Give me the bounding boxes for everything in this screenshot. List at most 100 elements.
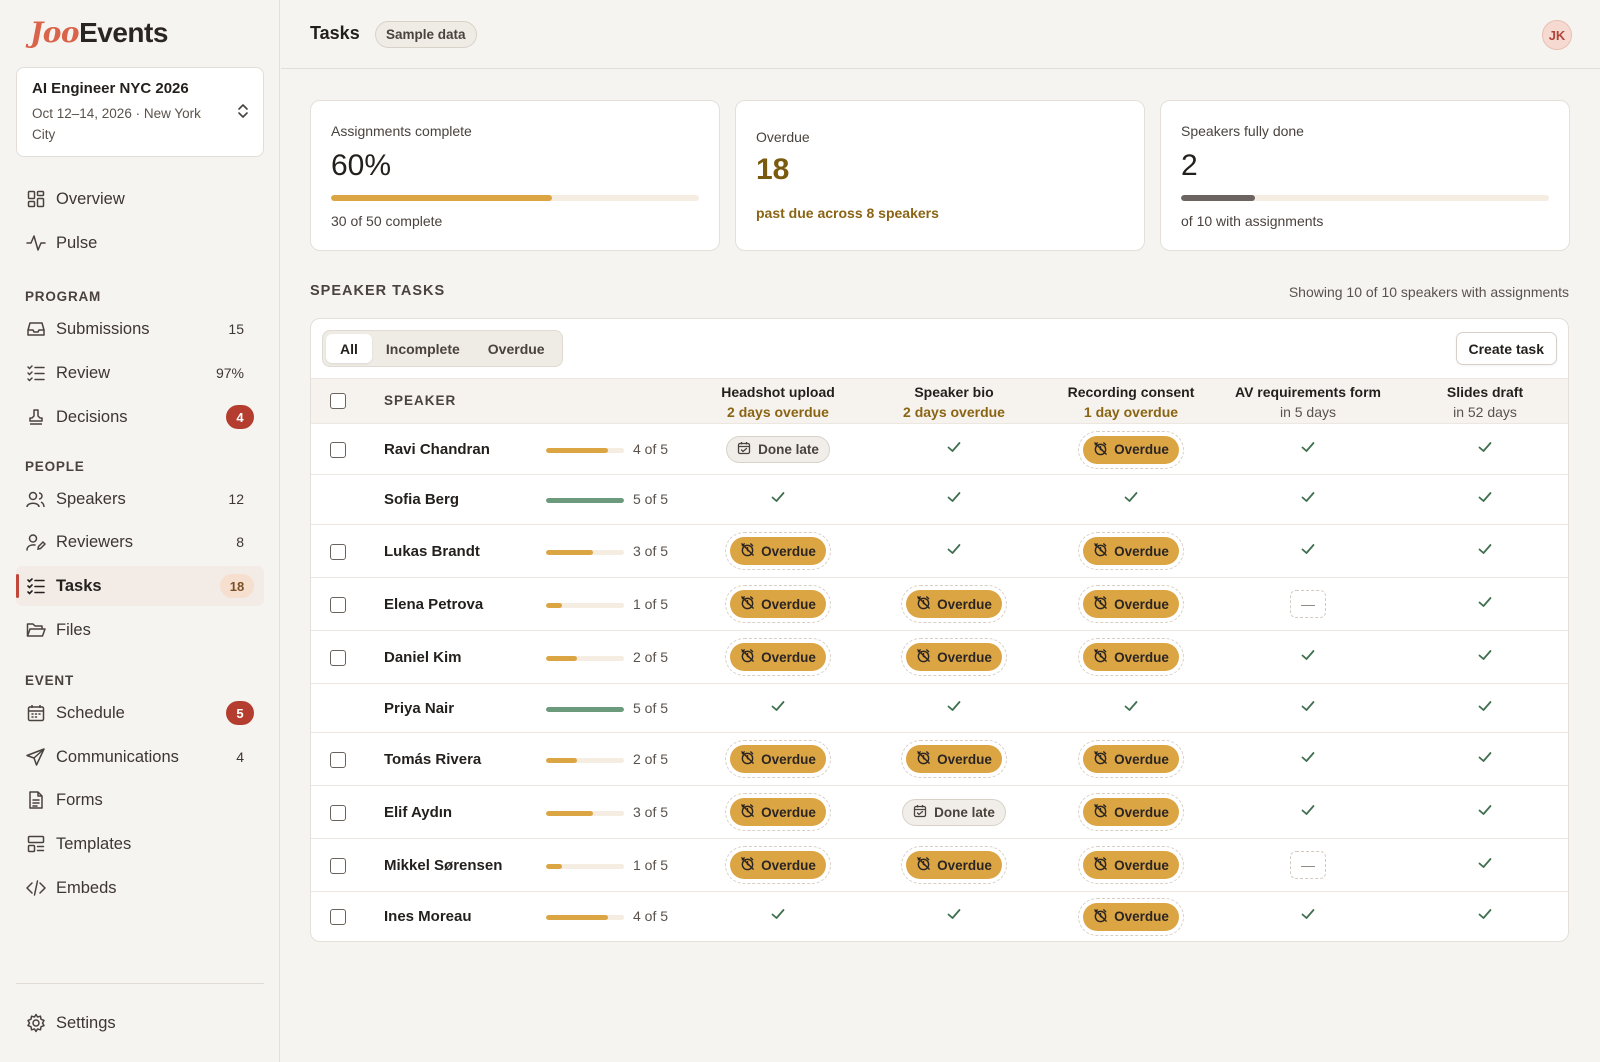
task-cell[interactable] [1220, 425, 1396, 474]
task-cell[interactable]: Overdue [1043, 839, 1219, 891]
task-cell[interactable]: Overdue [690, 578, 866, 630]
overdue-pill[interactable]: Overdue [1078, 897, 1184, 936]
event-switcher[interactable]: AI Engineer NYC 2026 Oct 12–14, 2026 · N… [16, 67, 264, 157]
speaker-name[interactable]: Tomás Rivera [384, 750, 482, 768]
row-checkbox[interactable] [330, 442, 346, 458]
overdue-pill[interactable]: Overdue [725, 638, 831, 676]
task-cell[interactable] [1397, 839, 1568, 891]
overdue-pill[interactable]: Overdue [901, 638, 1007, 676]
task-cell[interactable]: Done late [690, 425, 866, 474]
nav-speakers[interactable]: Speakers 12 [16, 479, 264, 519]
task-cell[interactable] [690, 684, 866, 732]
filter-all[interactable]: All [326, 334, 372, 363]
task-cell[interactable]: Overdue [1043, 786, 1219, 838]
nav-settings[interactable]: Settings [16, 1003, 264, 1043]
nav-communications[interactable]: Communications 4 [16, 737, 264, 777]
row-checkbox[interactable] [330, 857, 346, 874]
overdue-pill[interactable]: Overdue [725, 585, 831, 623]
speaker-name[interactable]: Elena Petrova [384, 595, 484, 613]
task-cell[interactable] [690, 475, 866, 524]
row-checkbox[interactable] [330, 596, 346, 613]
table-row[interactable]: Lukas Brandt 3 of 5 Overdue Overdue [311, 525, 1568, 578]
task-cell[interactable]: Overdue [866, 839, 1042, 891]
overdue-pill[interactable]: Overdue [1078, 430, 1184, 469]
overdue-pill[interactable]: Overdue [1078, 585, 1184, 623]
task-cell[interactable]: Overdue [1043, 578, 1219, 630]
not-applicable-cell[interactable]: — [1290, 851, 1326, 879]
task-cell[interactable] [1397, 475, 1568, 524]
nav-schedule[interactable]: Schedule 5 [16, 693, 264, 733]
filter-incomplete[interactable]: Incomplete [385, 340, 460, 357]
row-checkbox[interactable] [330, 751, 346, 768]
table-row[interactable]: Tomás Rivera 2 of 5 Overdue Overdue Overdue [311, 733, 1568, 786]
task-cell[interactable] [866, 525, 1042, 577]
task-cell[interactable]: Overdue [690, 525, 866, 577]
overdue-pill[interactable]: Overdue [1078, 638, 1184, 676]
task-cell[interactable]: Overdue [866, 578, 1042, 630]
row-checkbox[interactable] [330, 909, 346, 925]
task-cell[interactable]: Overdue [1043, 892, 1219, 941]
table-row[interactable]: Ravi Chandran 4 of 5 Done late Overdue [311, 425, 1568, 475]
nav-embeds[interactable]: Embeds [16, 868, 264, 908]
table-row[interactable]: Sofia Berg 5 of 5 [311, 475, 1568, 525]
table-row[interactable]: Daniel Kim 2 of 5 Overdue Overdue Overdue [311, 631, 1568, 684]
overdue-pill[interactable]: Overdue [901, 585, 1007, 623]
table-row[interactable]: Mikkel Sørensen 1 of 5 Overdue Overdue Overd… [311, 839, 1568, 892]
row-checkbox[interactable] [330, 649, 346, 666]
app-logo[interactable]: JooEvents [30, 16, 168, 49]
nav-forms[interactable]: Forms [16, 780, 264, 820]
task-cell[interactable]: Overdue [690, 786, 866, 838]
task-cell[interactable]: Overdue [690, 631, 866, 683]
task-cell[interactable] [1220, 525, 1396, 577]
nav-overview[interactable]: Overview [16, 179, 264, 219]
task-cell[interactable] [866, 425, 1042, 474]
task-cell[interactable] [1397, 786, 1568, 838]
task-cell[interactable]: Overdue [1043, 733, 1219, 785]
speaker-name[interactable]: Elif Aydın [384, 803, 453, 821]
task-cell[interactable] [1220, 892, 1396, 941]
task-cell[interactable] [1397, 631, 1568, 683]
speaker-name[interactable]: Mikkel Sørensen [384, 856, 503, 874]
nav-reviewers[interactable]: Reviewers 8 [16, 522, 264, 562]
avatar[interactable]: JK [1542, 20, 1572, 50]
task-cell[interactable]: Overdue [690, 733, 866, 785]
overdue-pill[interactable]: Overdue [1078, 846, 1184, 884]
task-cell[interactable]: Overdue [1043, 425, 1219, 474]
speaker-name[interactable]: Ines Moreau [384, 908, 472, 925]
task-cell[interactable] [690, 892, 866, 941]
overdue-pill[interactable]: Overdue [1078, 793, 1184, 831]
speaker-name[interactable]: Priya Nair [384, 699, 455, 717]
row-checkbox[interactable] [330, 804, 346, 821]
row-checkbox[interactable] [330, 543, 346, 560]
overdue-pill[interactable]: Overdue [901, 740, 1007, 778]
task-cell[interactable] [1043, 475, 1219, 524]
task-cell[interactable] [1397, 425, 1568, 474]
table-row[interactable]: Elif Aydın 3 of 5 Overdue Done late Overdue [311, 786, 1568, 839]
overdue-pill[interactable]: Overdue [725, 532, 831, 570]
table-row[interactable]: Ines Moreau 4 of 5 Overdue [311, 892, 1568, 941]
task-cell[interactable]: Overdue [1043, 631, 1219, 683]
task-cell[interactable] [1397, 733, 1568, 785]
nav-pulse[interactable]: Pulse [16, 223, 264, 263]
select-all-checkbox[interactable] [330, 393, 346, 409]
task-cell[interactable] [1397, 578, 1568, 630]
nav-review[interactable]: Review 97% [16, 353, 264, 393]
task-cell[interactable] [1397, 684, 1568, 732]
done-late-pill[interactable]: Done late [726, 436, 830, 463]
task-cell[interactable] [1220, 733, 1396, 785]
task-cell[interactable] [1397, 525, 1568, 577]
nav-submissions[interactable]: Submissions 15 [16, 309, 264, 349]
task-cell[interactable] [1220, 786, 1396, 838]
overdue-pill[interactable]: Overdue [725, 793, 831, 831]
speaker-name[interactable]: Lukas Brandt [384, 542, 480, 560]
speaker-name[interactable]: Sofia Berg [384, 491, 460, 508]
speaker-name[interactable]: Ravi Chandran [384, 441, 490, 458]
task-cell[interactable] [1043, 684, 1219, 732]
nav-decisions[interactable]: Decisions 4 [16, 397, 264, 437]
table-row[interactable]: Elena Petrova 1 of 5 Overdue Overdue Overdue… [311, 578, 1568, 631]
task-cell[interactable]: — [1220, 839, 1396, 891]
overdue-pill[interactable]: Overdue [1078, 740, 1184, 778]
task-cell[interactable]: Done late [866, 786, 1042, 838]
not-applicable-cell[interactable]: — [1290, 590, 1326, 618]
nav-templates[interactable]: Templates [16, 824, 264, 864]
